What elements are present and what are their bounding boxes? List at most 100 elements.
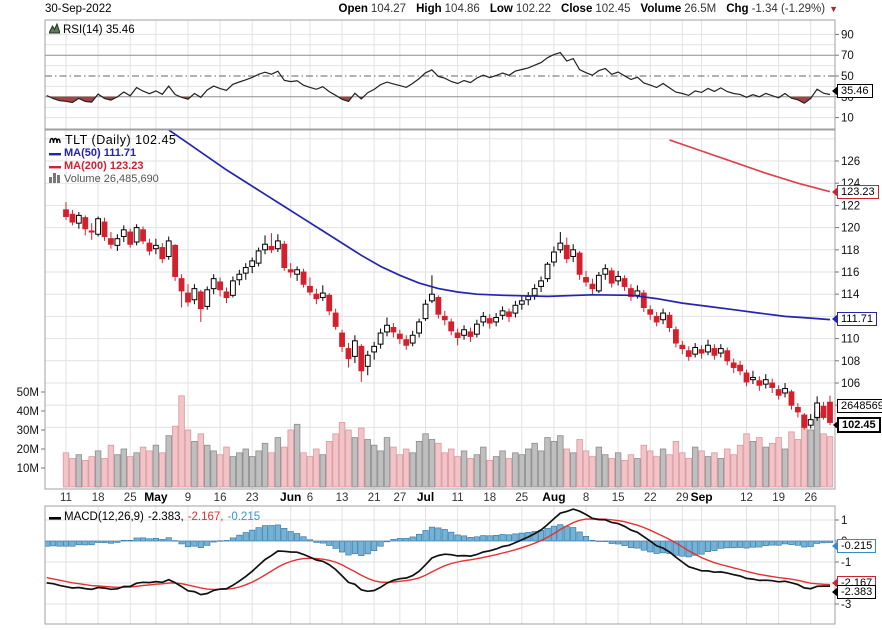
symbol-legend-label: TLT (Daily) 102.45 — [65, 133, 177, 147]
candle-body — [653, 315, 660, 323]
candle-body — [506, 311, 512, 317]
candle-body — [332, 312, 339, 327]
rsi-legend: RSI(14) 35.46 — [48, 22, 135, 37]
date-axis-label: 11 — [452, 492, 464, 504]
volume-bar — [473, 454, 481, 488]
volume-bar — [326, 440, 333, 488]
macd-signal-value: -2.167, — [187, 511, 224, 523]
macd-histogram-bar — [627, 540, 635, 549]
ma50-line-icon — [49, 147, 61, 160]
volume-bar — [338, 421, 346, 488]
macd-histogram-bar — [120, 539, 127, 542]
candle-body — [313, 293, 320, 300]
candle-body — [422, 303, 429, 320]
volume-bar — [679, 452, 686, 488]
macd-histogram-bar — [518, 532, 525, 542]
candle-body — [814, 402, 821, 418]
candle-body — [120, 229, 127, 237]
volume-bar — [717, 458, 725, 488]
quote-date: 30-Sep-2022 — [45, 3, 112, 15]
macd-histogram-bar — [82, 540, 89, 546]
price-axis-label: 116 — [841, 267, 859, 279]
rsi-axis-label: 50 — [841, 71, 854, 83]
volume-bar — [788, 431, 795, 488]
volume-bar — [724, 448, 731, 488]
candle-body — [133, 227, 140, 243]
candle-body — [403, 339, 410, 346]
volume-axis-label: 20M — [17, 444, 39, 456]
volume-bar — [69, 458, 76, 488]
volume-bar — [435, 442, 442, 488]
volume-bar — [358, 427, 365, 488]
volume-bar — [191, 440, 198, 488]
candle-body — [364, 354, 371, 367]
quote-change: Chg -1.34 (-1.29%) — [726, 3, 826, 15]
candle-body — [230, 280, 236, 296]
volume-bar — [415, 440, 423, 488]
macd-histogram-bar — [294, 533, 301, 542]
symbol-chart-icon — [49, 134, 62, 148]
candle-body — [525, 295, 532, 301]
candle-body — [685, 350, 692, 357]
volume-bar — [223, 446, 230, 488]
volume-bar — [139, 446, 147, 488]
volume-bar — [133, 452, 140, 488]
macd-histogram-bar — [557, 524, 564, 542]
macd-histogram-bar — [306, 539, 314, 542]
candle-body — [551, 251, 557, 263]
ma50-value-callout: 111.71 — [837, 312, 878, 326]
candle-body — [518, 300, 525, 305]
candle-body — [570, 249, 577, 257]
volume-bar — [627, 454, 635, 488]
candle-body — [724, 350, 731, 362]
main-legend: TLT (Daily) 102.45 MA(50) 111.71 MA(200)… — [49, 134, 176, 186]
candle-body — [480, 315, 487, 323]
candle-body — [140, 229, 146, 242]
macd-histogram-bar — [114, 540, 121, 543]
candle-body — [692, 346, 699, 355]
volume-axis-label: 50M — [17, 387, 39, 399]
macd-histogram-bar — [300, 536, 307, 542]
quote-low: Low 102.22 — [489, 3, 552, 15]
candle-body — [660, 312, 666, 321]
volume-value-callout: 26485690 — [837, 399, 882, 413]
macd-histogram-bar — [692, 540, 699, 556]
candle-body — [114, 238, 121, 246]
volume-bar — [454, 456, 461, 488]
rsi-panel — [45, 20, 835, 129]
volume-bar — [171, 425, 179, 488]
volume-bar — [826, 436, 834, 488]
macd-histogram-bar — [210, 540, 217, 543]
rsi-axis-label: 90 — [841, 29, 854, 41]
volume-bar — [659, 448, 667, 488]
volume-bar — [197, 433, 205, 488]
candle-body — [191, 288, 198, 301]
candle-body — [602, 268, 609, 275]
candle-body — [666, 314, 673, 329]
ma50-legend-label: MA(50) 111.71 — [64, 147, 137, 159]
candle-body — [730, 362, 737, 368]
volume-bar — [152, 444, 160, 488]
candle-body — [429, 293, 435, 302]
volume-bar — [383, 437, 391, 488]
volume-bar — [287, 429, 294, 488]
macd-histogram-bar — [351, 540, 358, 555]
rsi-line — [46, 51, 831, 104]
candle-body — [384, 324, 390, 333]
candle-body — [595, 274, 602, 292]
volume-bar — [293, 423, 301, 488]
volume-bar — [653, 456, 660, 488]
volume-bar — [762, 446, 769, 488]
volume-bar — [486, 459, 493, 488]
candle-body — [82, 217, 89, 230]
ma50-line — [168, 130, 831, 321]
macd-histogram-bar — [146, 538, 153, 542]
macd-histogram-bar — [730, 540, 737, 549]
volume-bar — [756, 437, 763, 488]
volume-bar — [159, 452, 166, 488]
candle-body — [634, 290, 641, 296]
macd-histogram-bar — [101, 540, 108, 544]
macd-histogram-bar — [582, 535, 590, 542]
candle-body — [435, 297, 442, 315]
macd-histogram-bar — [499, 534, 506, 542]
